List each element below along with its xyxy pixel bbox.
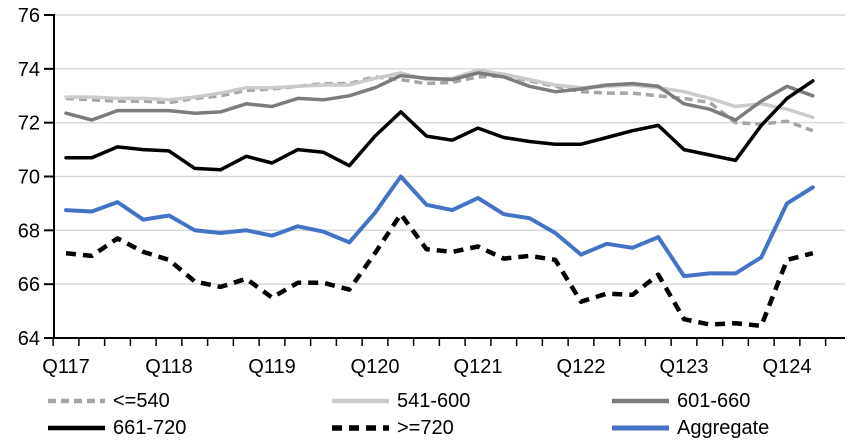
legend-item-lte540: <=540 bbox=[48, 387, 332, 414]
series-line->=720 bbox=[65, 211, 814, 329]
y-tick-label: 68 bbox=[18, 220, 40, 242]
y-tick-label: 70 bbox=[18, 167, 40, 189]
legend-swatch bbox=[332, 398, 389, 403]
x-tick-label: Q124 bbox=[763, 356, 812, 378]
legend-label: >=720 bbox=[397, 416, 454, 439]
x-tick-label: Q118 bbox=[145, 356, 192, 378]
legend-label: <=540 bbox=[113, 389, 170, 412]
x-tick-label: Q120 bbox=[351, 356, 400, 378]
y-tick-label: 64 bbox=[18, 328, 40, 350]
legend-swatch bbox=[48, 425, 105, 430]
x-tick-label: Q121 bbox=[454, 356, 503, 378]
legend-item-661-720: 661-720 bbox=[48, 414, 332, 441]
series-line-601-660 bbox=[64, 71, 815, 122]
legend-item-aggregate: Aggregate bbox=[612, 414, 848, 441]
legend-label: 601-660 bbox=[677, 389, 751, 412]
legend-label: 661-720 bbox=[113, 416, 187, 439]
x-tick-label: Q122 bbox=[557, 356, 606, 378]
y-tick-label: 74 bbox=[18, 59, 40, 81]
legend-swatch bbox=[612, 398, 669, 403]
chart-legend: <=540 541-600 601-660 661-720 >=720 Aggr… bbox=[48, 387, 848, 441]
legend-swatch bbox=[332, 424, 389, 431]
legend-item-gte720: >=720 bbox=[332, 414, 612, 441]
legend-label: Aggregate bbox=[677, 416, 770, 439]
legend-swatch bbox=[612, 425, 669, 430]
series-line-Aggregate bbox=[64, 174, 815, 279]
y-tick-label: 66 bbox=[18, 274, 40, 296]
legend-item-541-600: 541-600 bbox=[332, 387, 612, 414]
x-tick-label: Q123 bbox=[660, 356, 709, 378]
legend-item-601-660: 601-660 bbox=[612, 387, 848, 414]
y-tick-label: 76 bbox=[18, 5, 40, 27]
x-tick-label: Q117 bbox=[42, 356, 89, 378]
legend-label: 541-600 bbox=[397, 389, 471, 412]
legend-swatch bbox=[48, 398, 105, 403]
series-line-661-720 bbox=[64, 79, 815, 172]
x-tick-label: Q119 bbox=[248, 356, 295, 378]
y-tick-label: 72 bbox=[18, 113, 40, 135]
